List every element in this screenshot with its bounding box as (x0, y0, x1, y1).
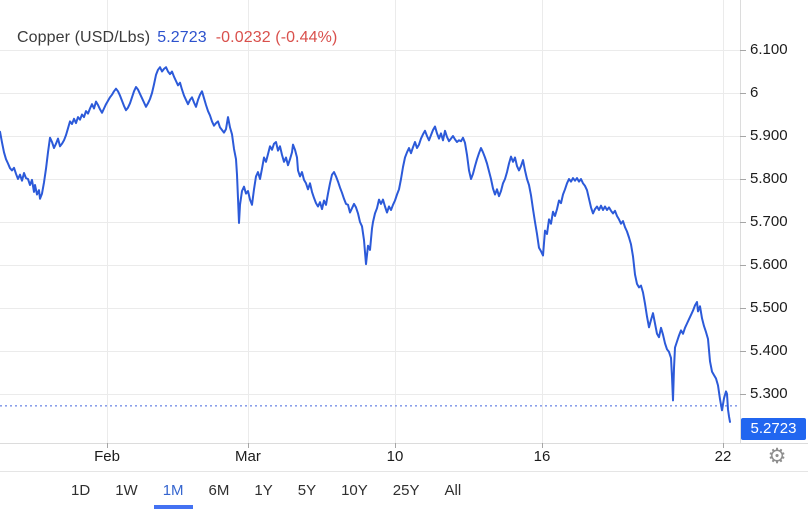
x-axis-label: 16 (533, 448, 551, 465)
range-tab-25y[interactable]: 25Y (392, 482, 420, 499)
range-tab-1w[interactable]: 1W (115, 482, 138, 499)
settings-gear-icon[interactable]: ⚙ (767, 445, 787, 468)
y-axis-label: 5.800 (750, 170, 788, 187)
y-axis-label: 5.700 (750, 213, 788, 230)
x-axis-label: 10 (386, 448, 404, 465)
chart-header: Copper (USD/Lbs) 5.2723 -0.0232 (-0.44%) (17, 29, 337, 47)
range-tab-1m[interactable]: 1M (153, 472, 193, 509)
current-price-badge: 5.2723 (741, 417, 806, 440)
y-axis-label: 5.600 (750, 256, 788, 273)
x-axis-label: 22 (714, 448, 732, 465)
y-axis-label: 5.400 (750, 342, 788, 359)
range-tab-1y[interactable]: 1Y (254, 482, 273, 499)
range-tab-all[interactable]: All (444, 482, 462, 499)
chart-plot-area[interactable]: Copper (USD/Lbs) 5.2723 -0.0232 (-0.44%) 6… (0, 0, 808, 471)
range-tab-10y[interactable]: 10Y (341, 482, 368, 499)
range-tab-6m[interactable]: 6M (208, 482, 230, 499)
range-tab-5y[interactable]: 5Y (297, 482, 317, 499)
y-axis-label: 6 (750, 84, 759, 101)
x-axis-label: Feb (94, 448, 120, 465)
y-axis-label: 6.100 (750, 41, 788, 58)
y-axis-label: 5.300 (750, 385, 788, 402)
instrument-title: Copper (USD/Lbs) (17, 29, 151, 46)
y-axis-label: 5.500 (750, 299, 788, 316)
range-tab-bar: 1D 1W 1M 6M 1Y 5Y 10Y 25Y All (0, 471, 808, 509)
price-line-chart (0, 0, 808, 448)
range-tab-1d[interactable]: 1D (71, 482, 91, 499)
price-change-value: -0.0232 (-0.44%) (215, 29, 338, 46)
y-axis-label: 5.900 (750, 127, 788, 144)
last-price-value: 5.2723 (157, 29, 207, 46)
x-axis-label: Mar (235, 448, 261, 465)
